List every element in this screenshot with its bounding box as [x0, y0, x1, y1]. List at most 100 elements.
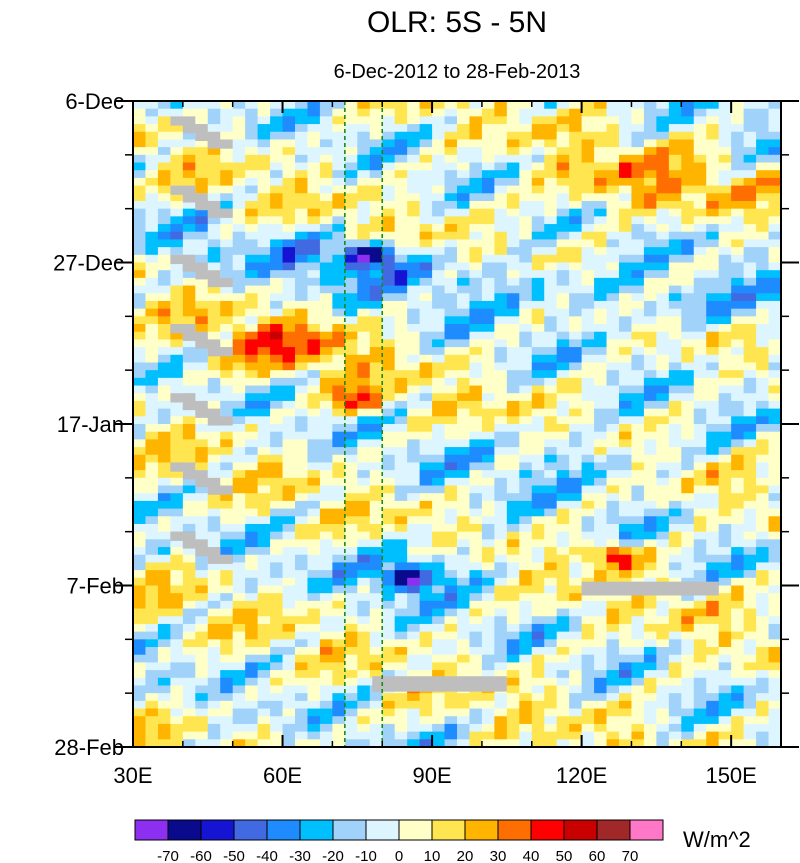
- heatmap-cell: [656, 116, 670, 125]
- heatmap-cell: [668, 324, 682, 333]
- heatmap-cell: [768, 631, 781, 640]
- heatmap-cell: [457, 493, 471, 502]
- heatmap-cell: [307, 485, 321, 494]
- heatmap-cell: [207, 370, 221, 379]
- heatmap-cell: [594, 454, 608, 464]
- heatmap-cell: [419, 600, 433, 610]
- heatmap-cell: [394, 108, 408, 117]
- heatmap-cell: [220, 162, 234, 171]
- heatmap-cell: [369, 531, 383, 540]
- heatmap-cell: [245, 139, 259, 148]
- heatmap-cell: [319, 431, 333, 440]
- heatmap-cell: [295, 431, 309, 440]
- heatmap-cell: [643, 708, 657, 717]
- missing-data-cell: [195, 200, 221, 211]
- heatmap-cell: [743, 500, 757, 510]
- heatmap-cell: [232, 285, 246, 294]
- heatmap-cell: [681, 508, 695, 517]
- heatmap-cell: [270, 131, 284, 141]
- heatmap-cell: [382, 670, 396, 679]
- heatmap-cell: [768, 262, 781, 271]
- heatmap-cell: [170, 431, 184, 440]
- heatmap-cell: [756, 200, 770, 210]
- heatmap-cell: [295, 300, 309, 310]
- heatmap-cell: [444, 639, 458, 648]
- heatmap-cell: [232, 447, 246, 456]
- heatmap-cell: [718, 508, 732, 517]
- heatmap-cell: [519, 547, 533, 556]
- heatmap-cell: [619, 454, 633, 464]
- heatmap-cell: [282, 170, 296, 179]
- heatmap-cell: [556, 700, 570, 710]
- heatmap-cell: [718, 277, 732, 287]
- heatmap-cell: [307, 154, 321, 164]
- heatmap-cell: [531, 647, 545, 656]
- heatmap-cell: [656, 254, 670, 264]
- heatmap-cell: [245, 177, 259, 187]
- heatmap-cell: [295, 262, 309, 271]
- heatmap-cell: [506, 262, 520, 271]
- heatmap-cell: [718, 708, 732, 717]
- heatmap-cell: [556, 454, 570, 464]
- heatmap-cell: [133, 424, 147, 433]
- heatmap-cell: [768, 231, 781, 241]
- heatmap-cell: [319, 654, 333, 663]
- heatmap-cell: [307, 354, 321, 364]
- heatmap-cell: [706, 431, 720, 440]
- heatmap-cell: [232, 216, 246, 225]
- heatmap-cell: [519, 531, 533, 540]
- heatmap-cell: [768, 124, 781, 133]
- heatmap-cell: [743, 285, 757, 294]
- heatmap-cell: [718, 262, 732, 271]
- heatmap-cell: [344, 377, 358, 387]
- heatmap-cell: [332, 131, 346, 141]
- heatmap-cell: [606, 354, 620, 364]
- heatmap-cell: [706, 400, 720, 410]
- heatmap-cell: [556, 523, 570, 533]
- heatmap-cell: [357, 608, 371, 617]
- heatmap-cell: [581, 593, 595, 602]
- heatmap-cell: [506, 308, 520, 317]
- heatmap-cell: [643, 493, 657, 502]
- heatmap-cell: [668, 154, 682, 164]
- x-tick-label: 150E: [705, 763, 756, 788]
- heatmap-cell: [444, 216, 458, 225]
- heatmap-cell: [257, 147, 271, 156]
- heatmap-cell: [768, 439, 781, 448]
- heatmap-cell: [195, 139, 209, 148]
- heatmap-cell: [506, 224, 520, 233]
- heatmap-cell: [506, 708, 520, 717]
- heatmap-cell: [594, 593, 608, 602]
- heatmap-cell: [270, 593, 284, 602]
- heatmap-cell: [444, 331, 458, 340]
- heatmap-cell: [270, 585, 284, 594]
- heatmap-cell: [369, 447, 383, 456]
- heatmap-cell: [357, 393, 371, 402]
- heatmap-cell: [606, 193, 620, 202]
- heatmap-cell: [581, 254, 595, 264]
- heatmap-cell: [432, 531, 446, 540]
- heatmap-cell: [768, 523, 781, 533]
- heatmap-cell: [270, 185, 284, 194]
- heatmap-cell: [457, 477, 471, 487]
- heatmap-cell: [270, 331, 284, 340]
- heatmap-cell: [469, 393, 483, 402]
- heatmap-cell: [619, 231, 633, 241]
- heatmap-cell: [170, 685, 184, 694]
- heatmap-cell: [295, 293, 309, 302]
- heatmap-cell: [357, 593, 371, 602]
- heatmap-cell: [681, 600, 695, 610]
- heatmap-cell: [257, 700, 271, 710]
- heatmap-cell: [432, 270, 446, 279]
- heatmap-cell: [594, 139, 608, 148]
- heatmap-cell: [257, 616, 271, 625]
- heatmap-cell: [756, 608, 770, 617]
- heatmap-cell: [619, 447, 633, 456]
- heatmap-cell: [319, 101, 333, 110]
- heatmap-cell: [195, 362, 209, 371]
- heatmap-cell: [531, 623, 545, 633]
- chart-subtitle: 6-Dec-2012 to 28-Feb-2013: [334, 61, 581, 83]
- heatmap-cell: [432, 516, 446, 525]
- heatmap-cell: [245, 662, 259, 671]
- heatmap-cell: [581, 308, 595, 317]
